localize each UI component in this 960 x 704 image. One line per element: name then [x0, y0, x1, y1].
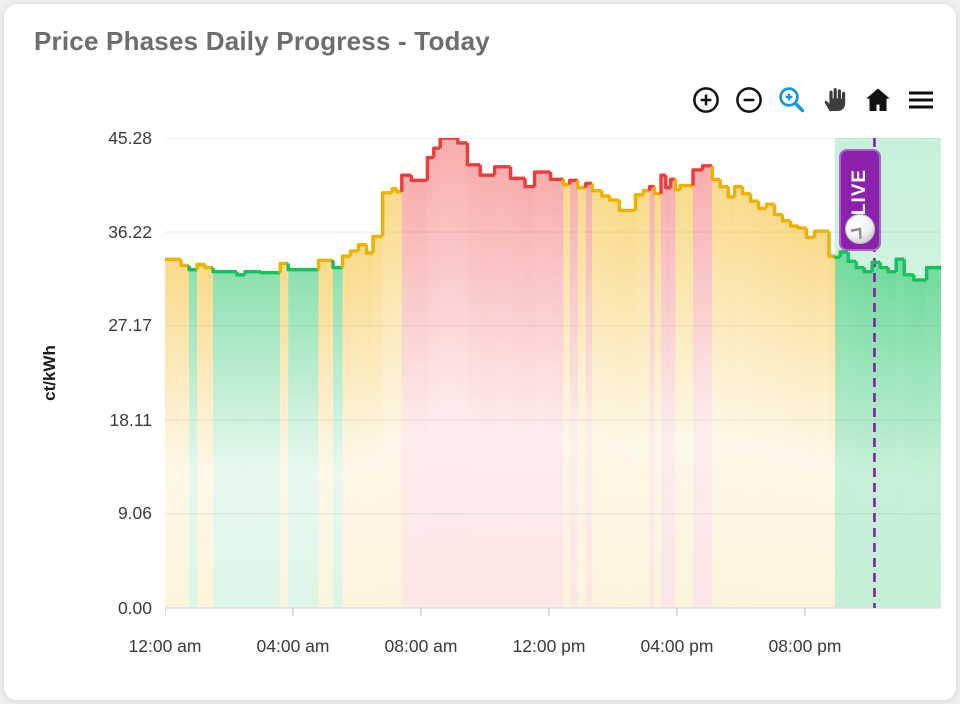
y-tick-label: 27.17: [108, 315, 152, 336]
zoom-in-icon: [693, 87, 719, 113]
price-phases-step-chart[interactable]: LIVE: [165, 138, 941, 618]
zoom-out-button[interactable]: [734, 85, 764, 115]
zoom-in-button[interactable]: [691, 85, 721, 115]
x-tick-label: 08:00 pm: [768, 636, 842, 656]
y-tick-label: 18.11: [109, 409, 153, 430]
phase-area-fills: [165, 138, 941, 609]
clock-icon: [845, 214, 875, 244]
y-tick-label: 36.22: [108, 221, 152, 242]
pan-button[interactable]: [820, 85, 850, 115]
live-badge: LIVE: [839, 149, 881, 251]
chart-toolbar: [691, 85, 936, 115]
pan-hand-icon: [824, 88, 846, 111]
y-tick-label: 0.00: [117, 597, 152, 618]
menu-button[interactable]: [906, 85, 936, 115]
x-tick-label: 12:00 am: [128, 636, 202, 656]
x-tick-label: 04:00 am: [256, 636, 330, 656]
x-tick-label: 04:00 pm: [640, 636, 714, 656]
price-step-line: [165, 138, 941, 282]
x-axis-line: [165, 607, 941, 616]
y-tick-label: 9.06: [117, 503, 152, 524]
x-tick-label: 08:00 am: [384, 636, 458, 656]
live-badge-label: LIVE: [849, 169, 870, 215]
y-tick-label: 45.28: [108, 127, 152, 148]
menu-icon: [909, 91, 933, 109]
home-button[interactable]: [863, 85, 893, 115]
zoom-out-icon: [736, 87, 762, 113]
selection-zoom-button[interactable]: [777, 85, 807, 115]
x-tick-label: 12:00 pm: [512, 636, 586, 656]
selection-zoom-icon: [779, 87, 805, 113]
chart-title: Price Phases Daily Progress - Today: [34, 26, 490, 56]
home-reset-icon: [866, 88, 890, 111]
